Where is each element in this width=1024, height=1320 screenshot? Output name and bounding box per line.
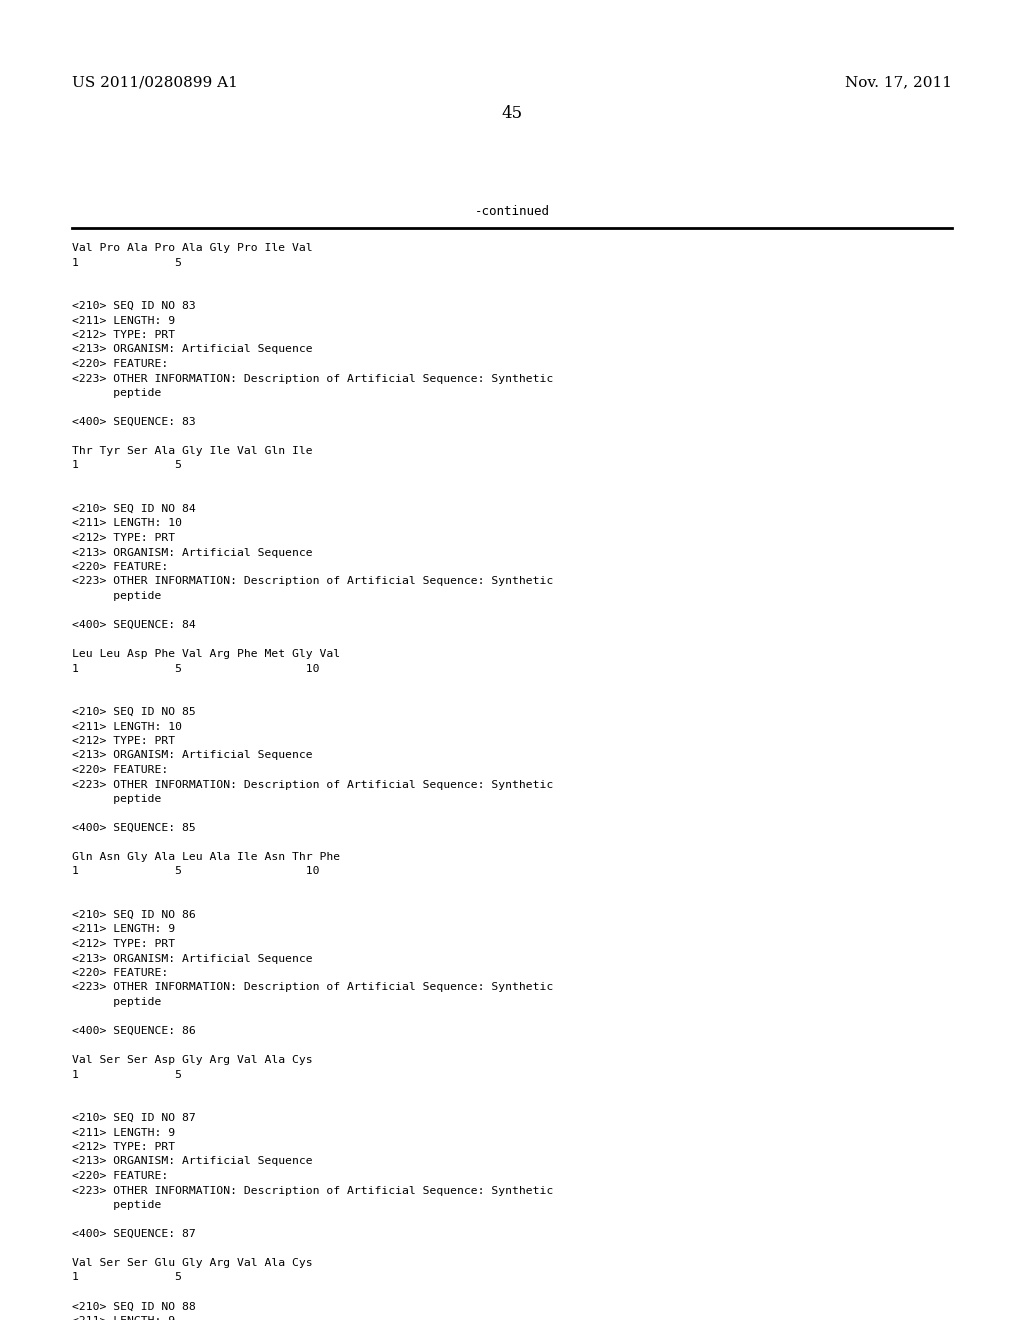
Text: 1              5                  10: 1 5 10 bbox=[72, 866, 319, 876]
Text: <223> OTHER INFORMATION: Description of Artificial Sequence: Synthetic: <223> OTHER INFORMATION: Description of … bbox=[72, 982, 553, 993]
Text: <213> ORGANISM: Artificial Sequence: <213> ORGANISM: Artificial Sequence bbox=[72, 548, 312, 557]
Text: peptide: peptide bbox=[72, 591, 162, 601]
Text: 1              5: 1 5 bbox=[72, 461, 182, 470]
Text: <210> SEQ ID NO 85: <210> SEQ ID NO 85 bbox=[72, 708, 196, 717]
Text: <220> FEATURE:: <220> FEATURE: bbox=[72, 1171, 168, 1181]
Text: -continued: -continued bbox=[474, 205, 550, 218]
Text: <400> SEQUENCE: 85: <400> SEQUENCE: 85 bbox=[72, 822, 196, 833]
Text: <220> FEATURE:: <220> FEATURE: bbox=[72, 562, 168, 572]
Text: <223> OTHER INFORMATION: Description of Artificial Sequence: Synthetic: <223> OTHER INFORMATION: Description of … bbox=[72, 577, 553, 586]
Text: <212> TYPE: PRT: <212> TYPE: PRT bbox=[72, 1142, 175, 1152]
Text: <400> SEQUENCE: 87: <400> SEQUENCE: 87 bbox=[72, 1229, 196, 1239]
Text: Gln Asn Gly Ala Leu Ala Ile Asn Thr Phe: Gln Asn Gly Ala Leu Ala Ile Asn Thr Phe bbox=[72, 851, 340, 862]
Text: <210> SEQ ID NO 84: <210> SEQ ID NO 84 bbox=[72, 504, 196, 513]
Text: Leu Leu Asp Phe Val Arg Phe Met Gly Val: Leu Leu Asp Phe Val Arg Phe Met Gly Val bbox=[72, 649, 340, 659]
Text: peptide: peptide bbox=[72, 997, 162, 1007]
Text: <211> LENGTH: 9: <211> LENGTH: 9 bbox=[72, 1316, 175, 1320]
Text: US 2011/0280899 A1: US 2011/0280899 A1 bbox=[72, 75, 238, 88]
Text: peptide: peptide bbox=[72, 388, 162, 399]
Text: 1              5: 1 5 bbox=[72, 257, 182, 268]
Text: <400> SEQUENCE: 84: <400> SEQUENCE: 84 bbox=[72, 620, 196, 630]
Text: 45: 45 bbox=[502, 106, 522, 121]
Text: <211> LENGTH: 10: <211> LENGTH: 10 bbox=[72, 519, 182, 528]
Text: <220> FEATURE:: <220> FEATURE: bbox=[72, 968, 168, 978]
Text: <220> FEATURE:: <220> FEATURE: bbox=[72, 766, 168, 775]
Text: peptide: peptide bbox=[72, 795, 162, 804]
Text: <211> LENGTH: 9: <211> LENGTH: 9 bbox=[72, 315, 175, 326]
Text: <400> SEQUENCE: 86: <400> SEQUENCE: 86 bbox=[72, 1026, 196, 1036]
Text: <210> SEQ ID NO 88: <210> SEQ ID NO 88 bbox=[72, 1302, 196, 1312]
Text: peptide: peptide bbox=[72, 1200, 162, 1210]
Text: <213> ORGANISM: Artificial Sequence: <213> ORGANISM: Artificial Sequence bbox=[72, 953, 312, 964]
Text: <211> LENGTH: 10: <211> LENGTH: 10 bbox=[72, 722, 182, 731]
Text: <210> SEQ ID NO 86: <210> SEQ ID NO 86 bbox=[72, 909, 196, 920]
Text: <212> TYPE: PRT: <212> TYPE: PRT bbox=[72, 330, 175, 341]
Text: Val Ser Ser Asp Gly Arg Val Ala Cys: Val Ser Ser Asp Gly Arg Val Ala Cys bbox=[72, 1055, 312, 1065]
Text: <212> TYPE: PRT: <212> TYPE: PRT bbox=[72, 737, 175, 746]
Text: Val Ser Ser Glu Gly Arg Val Ala Cys: Val Ser Ser Glu Gly Arg Val Ala Cys bbox=[72, 1258, 312, 1269]
Text: Val Pro Ala Pro Ala Gly Pro Ile Val: Val Pro Ala Pro Ala Gly Pro Ile Val bbox=[72, 243, 312, 253]
Text: <211> LENGTH: 9: <211> LENGTH: 9 bbox=[72, 1127, 175, 1138]
Text: <223> OTHER INFORMATION: Description of Artificial Sequence: Synthetic: <223> OTHER INFORMATION: Description of … bbox=[72, 1185, 553, 1196]
Text: 1              5: 1 5 bbox=[72, 1069, 182, 1080]
Text: 1              5                  10: 1 5 10 bbox=[72, 664, 319, 673]
Text: <210> SEQ ID NO 87: <210> SEQ ID NO 87 bbox=[72, 1113, 196, 1123]
Text: <220> FEATURE:: <220> FEATURE: bbox=[72, 359, 168, 370]
Text: <210> SEQ ID NO 83: <210> SEQ ID NO 83 bbox=[72, 301, 196, 312]
Text: <213> ORGANISM: Artificial Sequence: <213> ORGANISM: Artificial Sequence bbox=[72, 1156, 312, 1167]
Text: <211> LENGTH: 9: <211> LENGTH: 9 bbox=[72, 924, 175, 935]
Text: Nov. 17, 2011: Nov. 17, 2011 bbox=[845, 75, 952, 88]
Text: <223> OTHER INFORMATION: Description of Artificial Sequence: Synthetic: <223> OTHER INFORMATION: Description of … bbox=[72, 780, 553, 789]
Text: <212> TYPE: PRT: <212> TYPE: PRT bbox=[72, 533, 175, 543]
Text: <213> ORGANISM: Artificial Sequence: <213> ORGANISM: Artificial Sequence bbox=[72, 345, 312, 355]
Text: 1              5: 1 5 bbox=[72, 1272, 182, 1283]
Text: <212> TYPE: PRT: <212> TYPE: PRT bbox=[72, 939, 175, 949]
Text: <223> OTHER INFORMATION: Description of Artificial Sequence: Synthetic: <223> OTHER INFORMATION: Description of … bbox=[72, 374, 553, 384]
Text: <400> SEQUENCE: 83: <400> SEQUENCE: 83 bbox=[72, 417, 196, 426]
Text: Thr Tyr Ser Ala Gly Ile Val Gln Ile: Thr Tyr Ser Ala Gly Ile Val Gln Ile bbox=[72, 446, 312, 455]
Text: <213> ORGANISM: Artificial Sequence: <213> ORGANISM: Artificial Sequence bbox=[72, 751, 312, 760]
